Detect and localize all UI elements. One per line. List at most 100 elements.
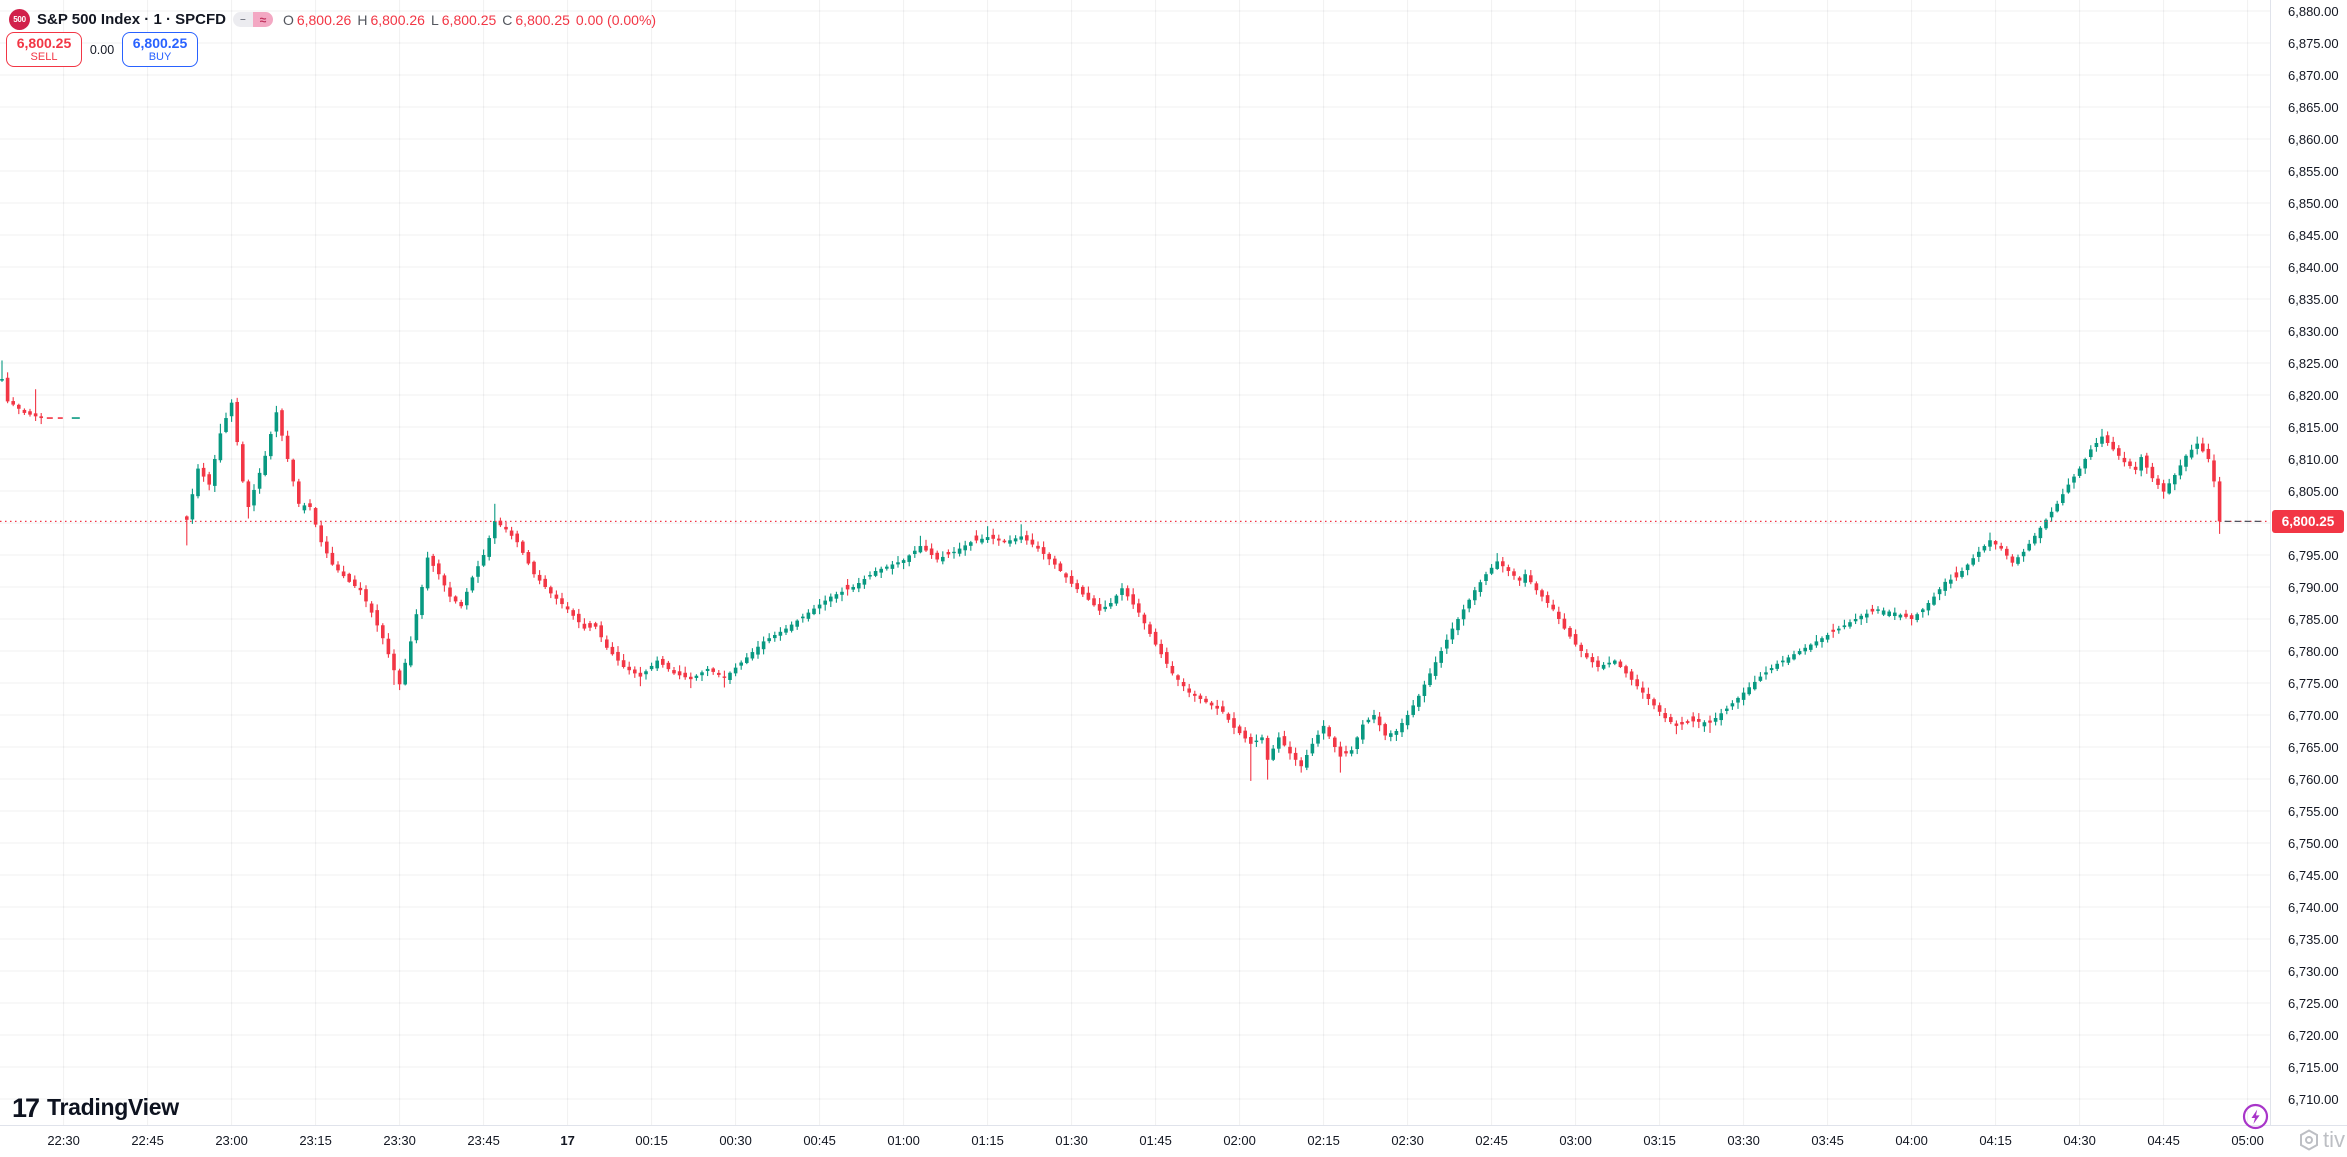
time-tick-label: 03:30 (1727, 1133, 1760, 1148)
time-tick-label: 03:00 (1559, 1133, 1592, 1148)
tradingview-logo[interactable]: 17 TradingView (12, 1094, 179, 1121)
open-label: O (282, 11, 294, 28)
time-tick-label: 01:15 (971, 1133, 1004, 1148)
time-scale[interactable]: 22:30 22:45 23:00 23:15 23:30 23:45 17 00:15 00:… (0, 1126, 2347, 1157)
price-tick-label: 6,740.00 (2288, 899, 2339, 915)
time-tick-label: 00:30 (719, 1133, 752, 1148)
time-tick-label: 00:45 (803, 1133, 836, 1148)
price-axis-border (2270, 0, 2271, 1125)
buy-button[interactable]: 6,800.25 BUY (122, 32, 198, 67)
time-tick-label: 05:00 (2231, 1133, 2264, 1148)
ohlc-values: O 6,800.26 H 6,800.26 L 6,800.25 C 6,800… (283, 12, 656, 28)
price-tick-label: 6,805.00 (2288, 483, 2339, 499)
price-tick-label: 6,870.00 (2288, 67, 2339, 83)
chart-plot-area[interactable] (0, 0, 2270, 1125)
close-label: C (502, 11, 513, 28)
time-tick-label: 17 (560, 1133, 575, 1148)
price-tick-label: 6,785.00 (2288, 611, 2339, 627)
price-tick-label: 6,845.00 (2288, 227, 2339, 243)
price-tick-label: 6,875.00 (2288, 35, 2339, 51)
watermark-text: tiv (2323, 1127, 2345, 1152)
change-value: 0.00 (0.00%) (575, 11, 657, 28)
high-value: 6,800.26 (370, 11, 425, 28)
price-tick-label: 6,825.00 (2288, 355, 2339, 371)
price-tick-label: 6,755.00 (2288, 803, 2339, 819)
high-label: H (357, 11, 368, 28)
time-tick-label: 23:15 (299, 1133, 332, 1148)
price-tick-label: 6,865.00 (2288, 99, 2339, 115)
symbol-title[interactable]: S&P 500 Index · 1 · SPCFD (37, 11, 226, 28)
price-tick-label: 6,735.00 (2288, 931, 2339, 947)
open-value: 6,800.26 (296, 11, 352, 28)
price-tick-label: 6,835.00 (2288, 291, 2339, 307)
instant-order-flash-button[interactable] (2242, 1103, 2269, 1130)
sell-price: 6,800.25 (16, 34, 72, 51)
price-tick-label: 6,830.00 (2288, 323, 2339, 339)
current-price-label: 6,800.25 (2272, 509, 2344, 533)
time-tick-label: 23:00 (215, 1133, 248, 1148)
tradingview-logo-text: TradingView (47, 1094, 179, 1120)
flash-icon (2242, 1103, 2269, 1130)
time-tick-label: 01:00 (887, 1133, 920, 1148)
tradingview-logo-mark-icon: 17 (12, 1092, 40, 1123)
price-tick-label: 6,765.00 (2288, 739, 2339, 755)
price-tick-label: 6,715.00 (2288, 1059, 2339, 1075)
price-scale[interactable]: 6,800.25 6,880.00 6,875.00 6,870.00 6,865.0… (2271, 0, 2347, 1125)
price-tick-label: 6,720.00 (2288, 1027, 2339, 1043)
buy-label: BUY (148, 51, 172, 64)
hexagon-gear-icon (2300, 1129, 2318, 1151)
sell-label: SELL (30, 51, 58, 64)
time-tick-label: 22:45 (131, 1133, 164, 1148)
trade-panel: 6,800.25 SELL 0.00 6,800.25 BUY (6, 32, 198, 67)
time-tick-label: 23:45 (467, 1133, 500, 1148)
candlestick-chart (0, 0, 2270, 1125)
time-tick-label: 01:30 (1055, 1133, 1088, 1148)
price-tick-label: 6,770.00 (2288, 707, 2339, 723)
price-tick-label: 6,810.00 (2288, 451, 2339, 467)
time-tick-label: 01:45 (1139, 1133, 1172, 1148)
price-tick-label: 6,790.00 (2288, 579, 2339, 595)
time-tick-label: 04:45 (2147, 1133, 2180, 1148)
time-tick-label: 23:30 (383, 1133, 416, 1148)
price-tick-label: 6,820.00 (2288, 387, 2339, 403)
low-label: L (430, 11, 439, 28)
price-tick-label: 6,850.00 (2288, 195, 2339, 211)
sell-button[interactable]: 6,800.25 SELL (6, 32, 82, 67)
time-tick-label: 02:15 (1307, 1133, 1340, 1148)
buy-price: 6,800.25 (132, 34, 188, 51)
time-tick-label: 03:45 (1811, 1133, 1844, 1148)
price-tick-label: 6,780.00 (2288, 643, 2339, 659)
time-tick-label: 02:45 (1475, 1133, 1508, 1148)
price-tick-label: 6,815.00 (2288, 419, 2339, 435)
price-tick-label: 6,880.00 (2288, 3, 2339, 19)
time-tick-label: 04:30 (2063, 1133, 2096, 1148)
close-value: 6,800.25 (515, 11, 570, 28)
legend-collapse-icon[interactable]: – (232, 12, 253, 27)
legend-chip-row: – ≈ (232, 12, 273, 27)
time-tick-label: 04:00 (1895, 1133, 1928, 1148)
price-tick-label: 6,795.00 (2288, 547, 2339, 563)
symbol-logo-badge: 500 (9, 9, 30, 30)
price-tick-label: 6,725.00 (2288, 995, 2339, 1011)
time-tick-label: 00:15 (635, 1133, 668, 1148)
time-tick-label: 22:30 (47, 1133, 80, 1148)
spread-value: 0.00 (89, 42, 115, 57)
price-tick-label: 6,775.00 (2288, 675, 2339, 691)
price-tick-label: 6,840.00 (2288, 259, 2339, 275)
price-tick-label: 6,730.00 (2288, 963, 2339, 979)
price-tick-label: 6,855.00 (2288, 163, 2339, 179)
chart-legend: 500 S&P 500 Index · 1 · SPCFD – ≈ O 6,80… (9, 9, 656, 30)
price-tick-label: 6,750.00 (2288, 835, 2339, 851)
corner-watermark: tiv (2297, 1127, 2347, 1153)
low-value: 6,800.25 (441, 11, 497, 28)
price-tick-label: 6,860.00 (2288, 131, 2339, 147)
price-tick-label: 6,710.00 (2288, 1091, 2339, 1107)
price-tick-label: 6,760.00 (2288, 771, 2339, 787)
time-axis-border (0, 1125, 2347, 1126)
price-tick-label: 6,745.00 (2288, 867, 2339, 883)
time-tick-label: 03:15 (1643, 1133, 1676, 1148)
time-tick-label: 02:00 (1223, 1133, 1256, 1148)
time-tick-label: 04:15 (1979, 1133, 2012, 1148)
wave-indicator-icon[interactable]: ≈ (252, 12, 273, 27)
